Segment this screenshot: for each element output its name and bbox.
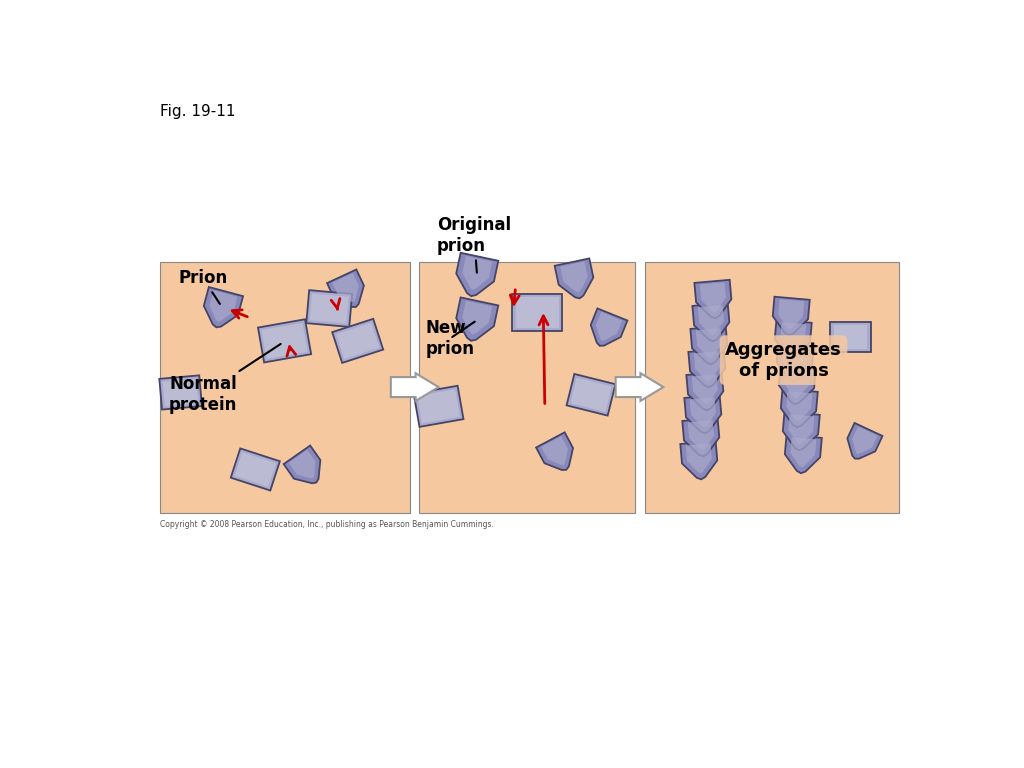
Polygon shape (230, 449, 280, 491)
Polygon shape (778, 299, 804, 329)
Polygon shape (204, 287, 243, 327)
Polygon shape (692, 303, 729, 341)
Polygon shape (615, 373, 664, 401)
Polygon shape (682, 418, 719, 456)
Polygon shape (791, 437, 816, 468)
Polygon shape (690, 397, 716, 428)
Polygon shape (555, 259, 593, 298)
Polygon shape (688, 420, 714, 451)
Polygon shape (780, 322, 806, 353)
Polygon shape (570, 378, 611, 412)
Polygon shape (336, 323, 379, 359)
Polygon shape (261, 323, 307, 359)
Polygon shape (163, 379, 199, 406)
Text: Original
prion: Original prion (437, 216, 511, 273)
Polygon shape (694, 351, 720, 382)
Polygon shape (784, 435, 822, 473)
Polygon shape (786, 391, 812, 422)
Polygon shape (332, 273, 358, 302)
Polygon shape (463, 256, 493, 290)
Polygon shape (566, 374, 615, 415)
Polygon shape (690, 326, 727, 364)
Bar (645, 262, 899, 512)
Polygon shape (391, 373, 438, 401)
Bar (160, 262, 410, 512)
Polygon shape (686, 443, 712, 474)
Polygon shape (830, 323, 870, 352)
Polygon shape (692, 374, 718, 405)
Text: Normal
protein: Normal protein (169, 344, 281, 414)
Polygon shape (515, 297, 559, 328)
Polygon shape (848, 423, 883, 458)
Polygon shape (777, 343, 814, 381)
Text: Prion: Prion (178, 269, 227, 304)
Polygon shape (457, 297, 499, 341)
Polygon shape (779, 366, 816, 404)
Text: New
prion: New prion (425, 319, 475, 358)
Bar (419, 262, 635, 512)
Polygon shape (775, 319, 812, 358)
Text: Fig. 19-11: Fig. 19-11 (160, 104, 236, 120)
Polygon shape (788, 414, 814, 445)
Polygon shape (852, 426, 878, 454)
Polygon shape (697, 305, 724, 336)
Polygon shape (781, 389, 818, 427)
Polygon shape (289, 450, 315, 478)
Polygon shape (694, 280, 731, 318)
Polygon shape (696, 328, 722, 359)
Polygon shape (596, 312, 623, 341)
Polygon shape (258, 319, 311, 362)
Polygon shape (327, 270, 364, 307)
Text: Aggregates
of prions: Aggregates of prions (725, 341, 842, 379)
Polygon shape (463, 301, 493, 335)
Polygon shape (686, 372, 723, 410)
Polygon shape (560, 261, 588, 293)
Polygon shape (684, 395, 721, 433)
Polygon shape (332, 319, 383, 363)
Polygon shape (688, 349, 725, 387)
Polygon shape (834, 326, 867, 349)
Polygon shape (457, 253, 499, 296)
Text: Copyright © 2008 Pearson Education, Inc., publishing as Pearson Benjamin Cumming: Copyright © 2008 Pearson Education, Inc.… (160, 520, 494, 529)
Polygon shape (306, 290, 352, 327)
Polygon shape (512, 294, 562, 331)
Polygon shape (210, 290, 238, 322)
Polygon shape (680, 441, 717, 479)
Polygon shape (309, 293, 349, 323)
Polygon shape (417, 389, 460, 423)
Polygon shape (160, 376, 202, 409)
Polygon shape (782, 412, 820, 450)
Polygon shape (414, 386, 464, 427)
Polygon shape (542, 436, 568, 465)
Polygon shape (699, 282, 726, 313)
Polygon shape (234, 452, 275, 487)
Polygon shape (782, 345, 808, 376)
Polygon shape (591, 309, 628, 346)
Polygon shape (284, 445, 321, 483)
Polygon shape (784, 368, 810, 399)
Polygon shape (773, 296, 810, 335)
Polygon shape (537, 432, 573, 470)
